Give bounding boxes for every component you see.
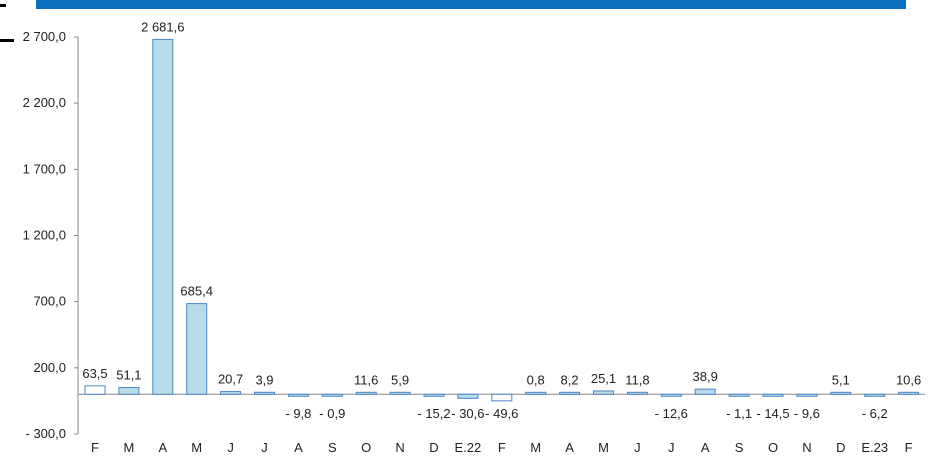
bar xyxy=(152,38,174,395)
bar-value-label: 63,5 xyxy=(82,366,107,381)
y-tick-label: 200,0 xyxy=(33,360,66,375)
x-tick-label: N xyxy=(802,440,811,455)
bar xyxy=(830,391,852,395)
bar-value-label: 11,8 xyxy=(625,372,649,387)
x-tick-label: A xyxy=(701,440,710,455)
bar-value-label: 2 681,6 xyxy=(141,19,184,34)
x-tick-label: E.22 xyxy=(455,440,482,455)
x-tick-label: J xyxy=(227,440,234,455)
bar xyxy=(593,390,614,395)
bar xyxy=(864,393,886,397)
y-tick-label: 700,0 xyxy=(33,294,66,309)
bar-value-label: 20,7 xyxy=(218,372,243,387)
bar-value-label: 685,4 xyxy=(180,284,213,299)
y-tick-label: - 300,0 xyxy=(26,426,66,441)
x-axis-labels: F M A M J J A S O N D E.22 F M A M J J A S O N D E.23 F xyxy=(91,440,913,455)
x-tick-label: F xyxy=(498,440,506,455)
x-tick-label: M xyxy=(123,440,134,455)
bars xyxy=(84,38,920,402)
bar-value-label: - 6,2 xyxy=(862,406,888,421)
bar-value-label: 3,9 xyxy=(255,372,273,387)
bar-value-label: - 30,6 xyxy=(451,406,484,421)
x-tick-label: A xyxy=(294,440,303,455)
bar xyxy=(287,393,309,397)
x-tick-label: A xyxy=(565,440,574,455)
y-tick-label: 2 200,0 xyxy=(23,95,66,110)
bar-value-label: 0,8 xyxy=(527,372,545,387)
corner-mark xyxy=(0,4,6,7)
x-tick-label: J xyxy=(668,440,675,455)
x-tick-label: E.23 xyxy=(861,440,888,455)
bar xyxy=(355,391,377,395)
bar xyxy=(84,385,106,395)
bar-value-label: 5,9 xyxy=(391,372,409,387)
bar-value-label: 5,1 xyxy=(832,372,850,387)
x-tick-label: S xyxy=(328,440,337,455)
bar xyxy=(457,393,479,399)
bar xyxy=(220,391,242,395)
bar xyxy=(796,393,818,397)
x-tick-label: F xyxy=(905,440,913,455)
bar-value-label: - 1,1 xyxy=(726,406,752,421)
bar xyxy=(660,393,682,397)
bar xyxy=(559,391,581,395)
bar xyxy=(389,391,411,395)
bar-value-label: 51,1 xyxy=(116,368,141,383)
bar xyxy=(321,393,343,397)
bar xyxy=(525,391,547,395)
x-tick-label: S xyxy=(735,440,744,455)
x-tick-label: J xyxy=(634,440,641,455)
bar-value-label: - 9,8 xyxy=(285,406,311,421)
value-labels: 63,5 51,1 2 681,6 685,4 20,7 3,9 - 9,8 - 0,9 11,… xyxy=(82,19,921,421)
bar-value-label: - 49,6 xyxy=(485,406,518,421)
y-tick-label: 1 700,0 xyxy=(23,161,66,176)
bar-value-label: - 14,5 xyxy=(756,406,789,421)
x-tick-label: A xyxy=(158,440,167,455)
bar-value-label: 38,9 xyxy=(693,369,718,384)
bar xyxy=(186,303,208,395)
bar xyxy=(728,393,750,397)
bar-value-label: - 15,2 xyxy=(417,406,450,421)
x-tick-label: D xyxy=(429,440,438,455)
corner-mark xyxy=(0,39,14,42)
bar-value-label: 11,6 xyxy=(354,372,378,387)
x-tick-label: O xyxy=(361,440,371,455)
bar-value-label: - 9,6 xyxy=(794,406,820,421)
x-tick-label: D xyxy=(836,440,845,455)
bar xyxy=(118,387,140,395)
x-tick-label: F xyxy=(91,440,99,455)
bar-value-label: 10,6 xyxy=(896,372,921,387)
bar xyxy=(762,393,784,397)
bar xyxy=(491,393,513,402)
bar-value-label: 25,1 xyxy=(591,371,616,386)
x-tick-label: N xyxy=(395,440,404,455)
y-tick-label: 1 200,0 xyxy=(23,228,66,243)
x-tick-label: M xyxy=(598,440,609,455)
y-axis-labels: - 300,0 200,0 700,0 1 200,0 1 700,0 2 200,0 2 … xyxy=(23,29,78,441)
x-tick-label: M xyxy=(191,440,202,455)
bar-value-label: 8,2 xyxy=(561,372,579,387)
bar-value-label: - 0,9 xyxy=(319,406,345,421)
bar xyxy=(694,388,716,395)
x-tick-label: O xyxy=(768,440,778,455)
x-tick-label: M xyxy=(530,440,541,455)
y-tick-label: 2 700,0 xyxy=(23,29,66,44)
bar xyxy=(254,391,275,395)
bar xyxy=(898,391,920,395)
bar xyxy=(423,393,445,397)
bar-value-label: - 12,6 xyxy=(655,406,688,421)
header-bar xyxy=(36,0,906,9)
x-tick-label: J xyxy=(261,440,268,455)
bar xyxy=(626,391,648,395)
